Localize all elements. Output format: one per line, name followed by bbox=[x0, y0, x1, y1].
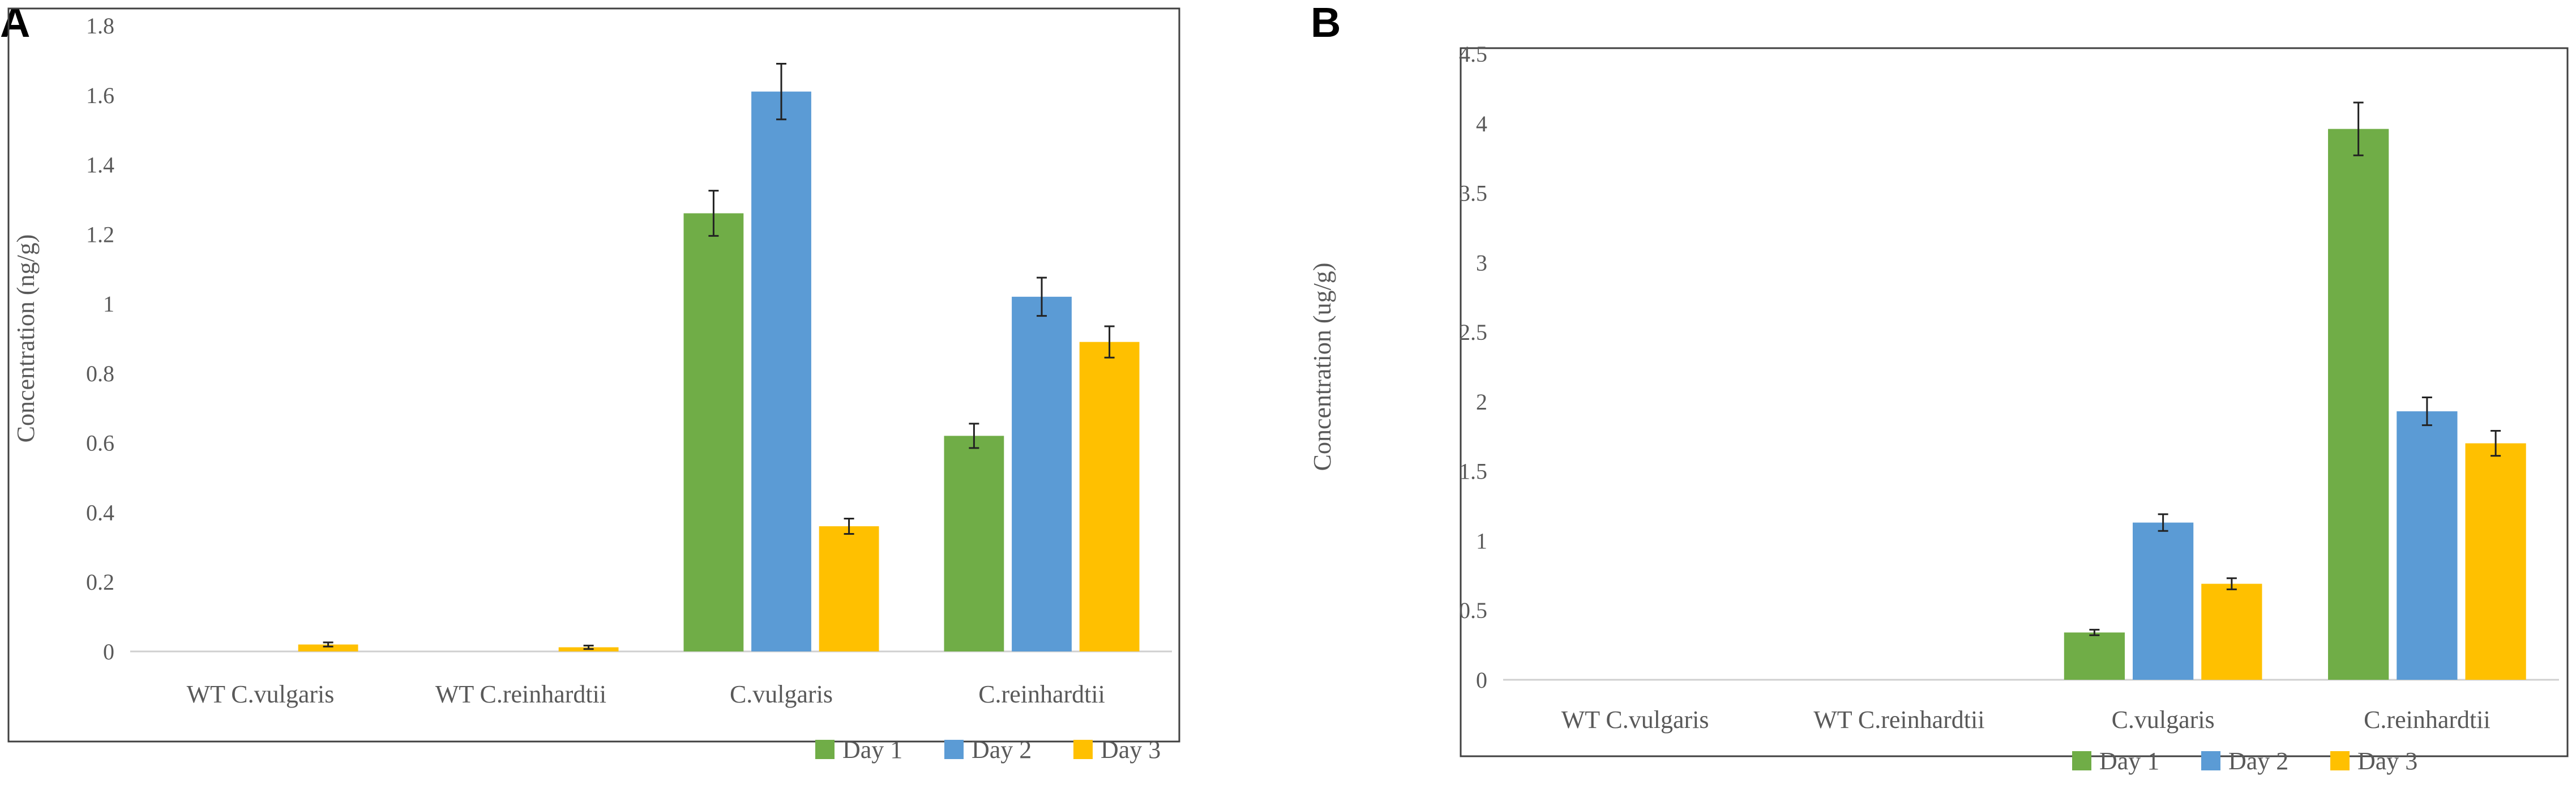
bar-day-2 bbox=[2397, 411, 2458, 680]
legend-swatch-day-2 bbox=[2201, 751, 2220, 770]
x-tick-label: C.vulgaris bbox=[730, 680, 833, 708]
legend-label: Day 2 bbox=[972, 736, 1032, 764]
y-tick-label: 0 bbox=[1476, 667, 1487, 693]
bar-day-2 bbox=[1012, 296, 1072, 651]
bar-day-1 bbox=[944, 436, 1004, 651]
bar-day-3 bbox=[1079, 342, 1140, 651]
y-tick-label: 0.2 bbox=[86, 569, 114, 595]
x-tick-label: C.reinhardtii bbox=[978, 680, 1105, 708]
y-tick-label: 0.5 bbox=[1459, 598, 1487, 623]
legend-swatch-day-1 bbox=[815, 740, 835, 759]
y-tick-label: 0.4 bbox=[86, 500, 114, 525]
y-tick-label: 0 bbox=[103, 639, 114, 664]
y-tick-label: 3 bbox=[1476, 250, 1487, 275]
x-tick-label: WT C.reinhardtii bbox=[435, 680, 606, 708]
legend-label: Day 1 bbox=[842, 736, 902, 764]
x-tick-label: C.vulgaris bbox=[2112, 706, 2215, 734]
panel-letter: A bbox=[0, 0, 30, 46]
bar-day-3 bbox=[298, 644, 358, 651]
y-tick-label: 0.8 bbox=[86, 361, 114, 386]
y-tick-label: 1.5 bbox=[1459, 459, 1487, 484]
y-tick-label: 4.5 bbox=[1459, 41, 1487, 67]
bar-day-3 bbox=[2465, 443, 2526, 680]
legend-label: Day 2 bbox=[2228, 747, 2288, 775]
y-tick-label: 1.2 bbox=[86, 221, 114, 247]
chart-panel-a: A 0 0.2 0.4 0.6 0.8 1 1.2 1.4 1.6 1.8 Concentration… bbox=[0, 0, 1180, 764]
y-tick-label: 1 bbox=[103, 291, 114, 317]
legend-swatch-day-2 bbox=[944, 740, 964, 759]
x-tick-label: WT C.reinhardtii bbox=[1813, 706, 1984, 734]
y-tick-label: 1.6 bbox=[86, 83, 114, 108]
x-tick-label: WT C.vulgaris bbox=[1561, 706, 1709, 734]
bar-day-2 bbox=[2133, 522, 2194, 680]
y-tick-label: 4 bbox=[1476, 111, 1487, 137]
y-tick-label: 2 bbox=[1476, 389, 1487, 415]
y-tick-label: 1.8 bbox=[86, 13, 114, 39]
chart-panel-b: B 0 0.5 1 1.5 2 2.5 3 3.5 4 4.5 Concentration (ug/g… bbox=[1308, 0, 2569, 775]
bar-day-3 bbox=[2201, 583, 2262, 680]
y-axis-label: Concentration (ng/g) bbox=[12, 235, 40, 443]
y-tick-label: 2.5 bbox=[1459, 319, 1487, 345]
y-tick-label: 3.5 bbox=[1459, 181, 1487, 206]
bar-day-1 bbox=[2064, 632, 2125, 680]
y-tick-label: 1.4 bbox=[86, 152, 114, 178]
panel-letter: B bbox=[1311, 0, 1341, 46]
chart-frame bbox=[7, 7, 1180, 743]
legend-swatch-day-3 bbox=[2330, 751, 2350, 770]
bar-day-2 bbox=[751, 91, 811, 651]
legend-label: Day 3 bbox=[2357, 747, 2417, 775]
bar-day-1 bbox=[683, 213, 744, 651]
legend-swatch-day-3 bbox=[1073, 740, 1093, 759]
bar-day-3 bbox=[819, 526, 879, 651]
bar-day-1 bbox=[2328, 129, 2389, 680]
x-tick-label: C.reinhardtii bbox=[2364, 706, 2491, 734]
y-tick-label: 1 bbox=[1476, 528, 1487, 553]
legend-swatch-day-1 bbox=[2072, 751, 2091, 770]
y-axis-label: Concentration (ug/g) bbox=[1308, 263, 1336, 471]
y-tick-label: 0.6 bbox=[86, 431, 114, 456]
chart-frame bbox=[1460, 47, 2569, 757]
legend-label: Day 3 bbox=[1101, 736, 1161, 764]
legend-label: Day 1 bbox=[2099, 747, 2159, 775]
x-tick-label: WT C.vulgaris bbox=[187, 680, 335, 708]
